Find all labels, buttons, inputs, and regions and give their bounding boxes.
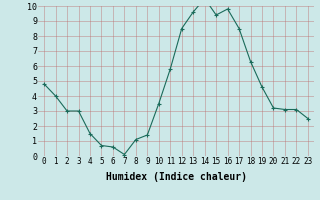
X-axis label: Humidex (Indice chaleur): Humidex (Indice chaleur) [106,172,246,182]
